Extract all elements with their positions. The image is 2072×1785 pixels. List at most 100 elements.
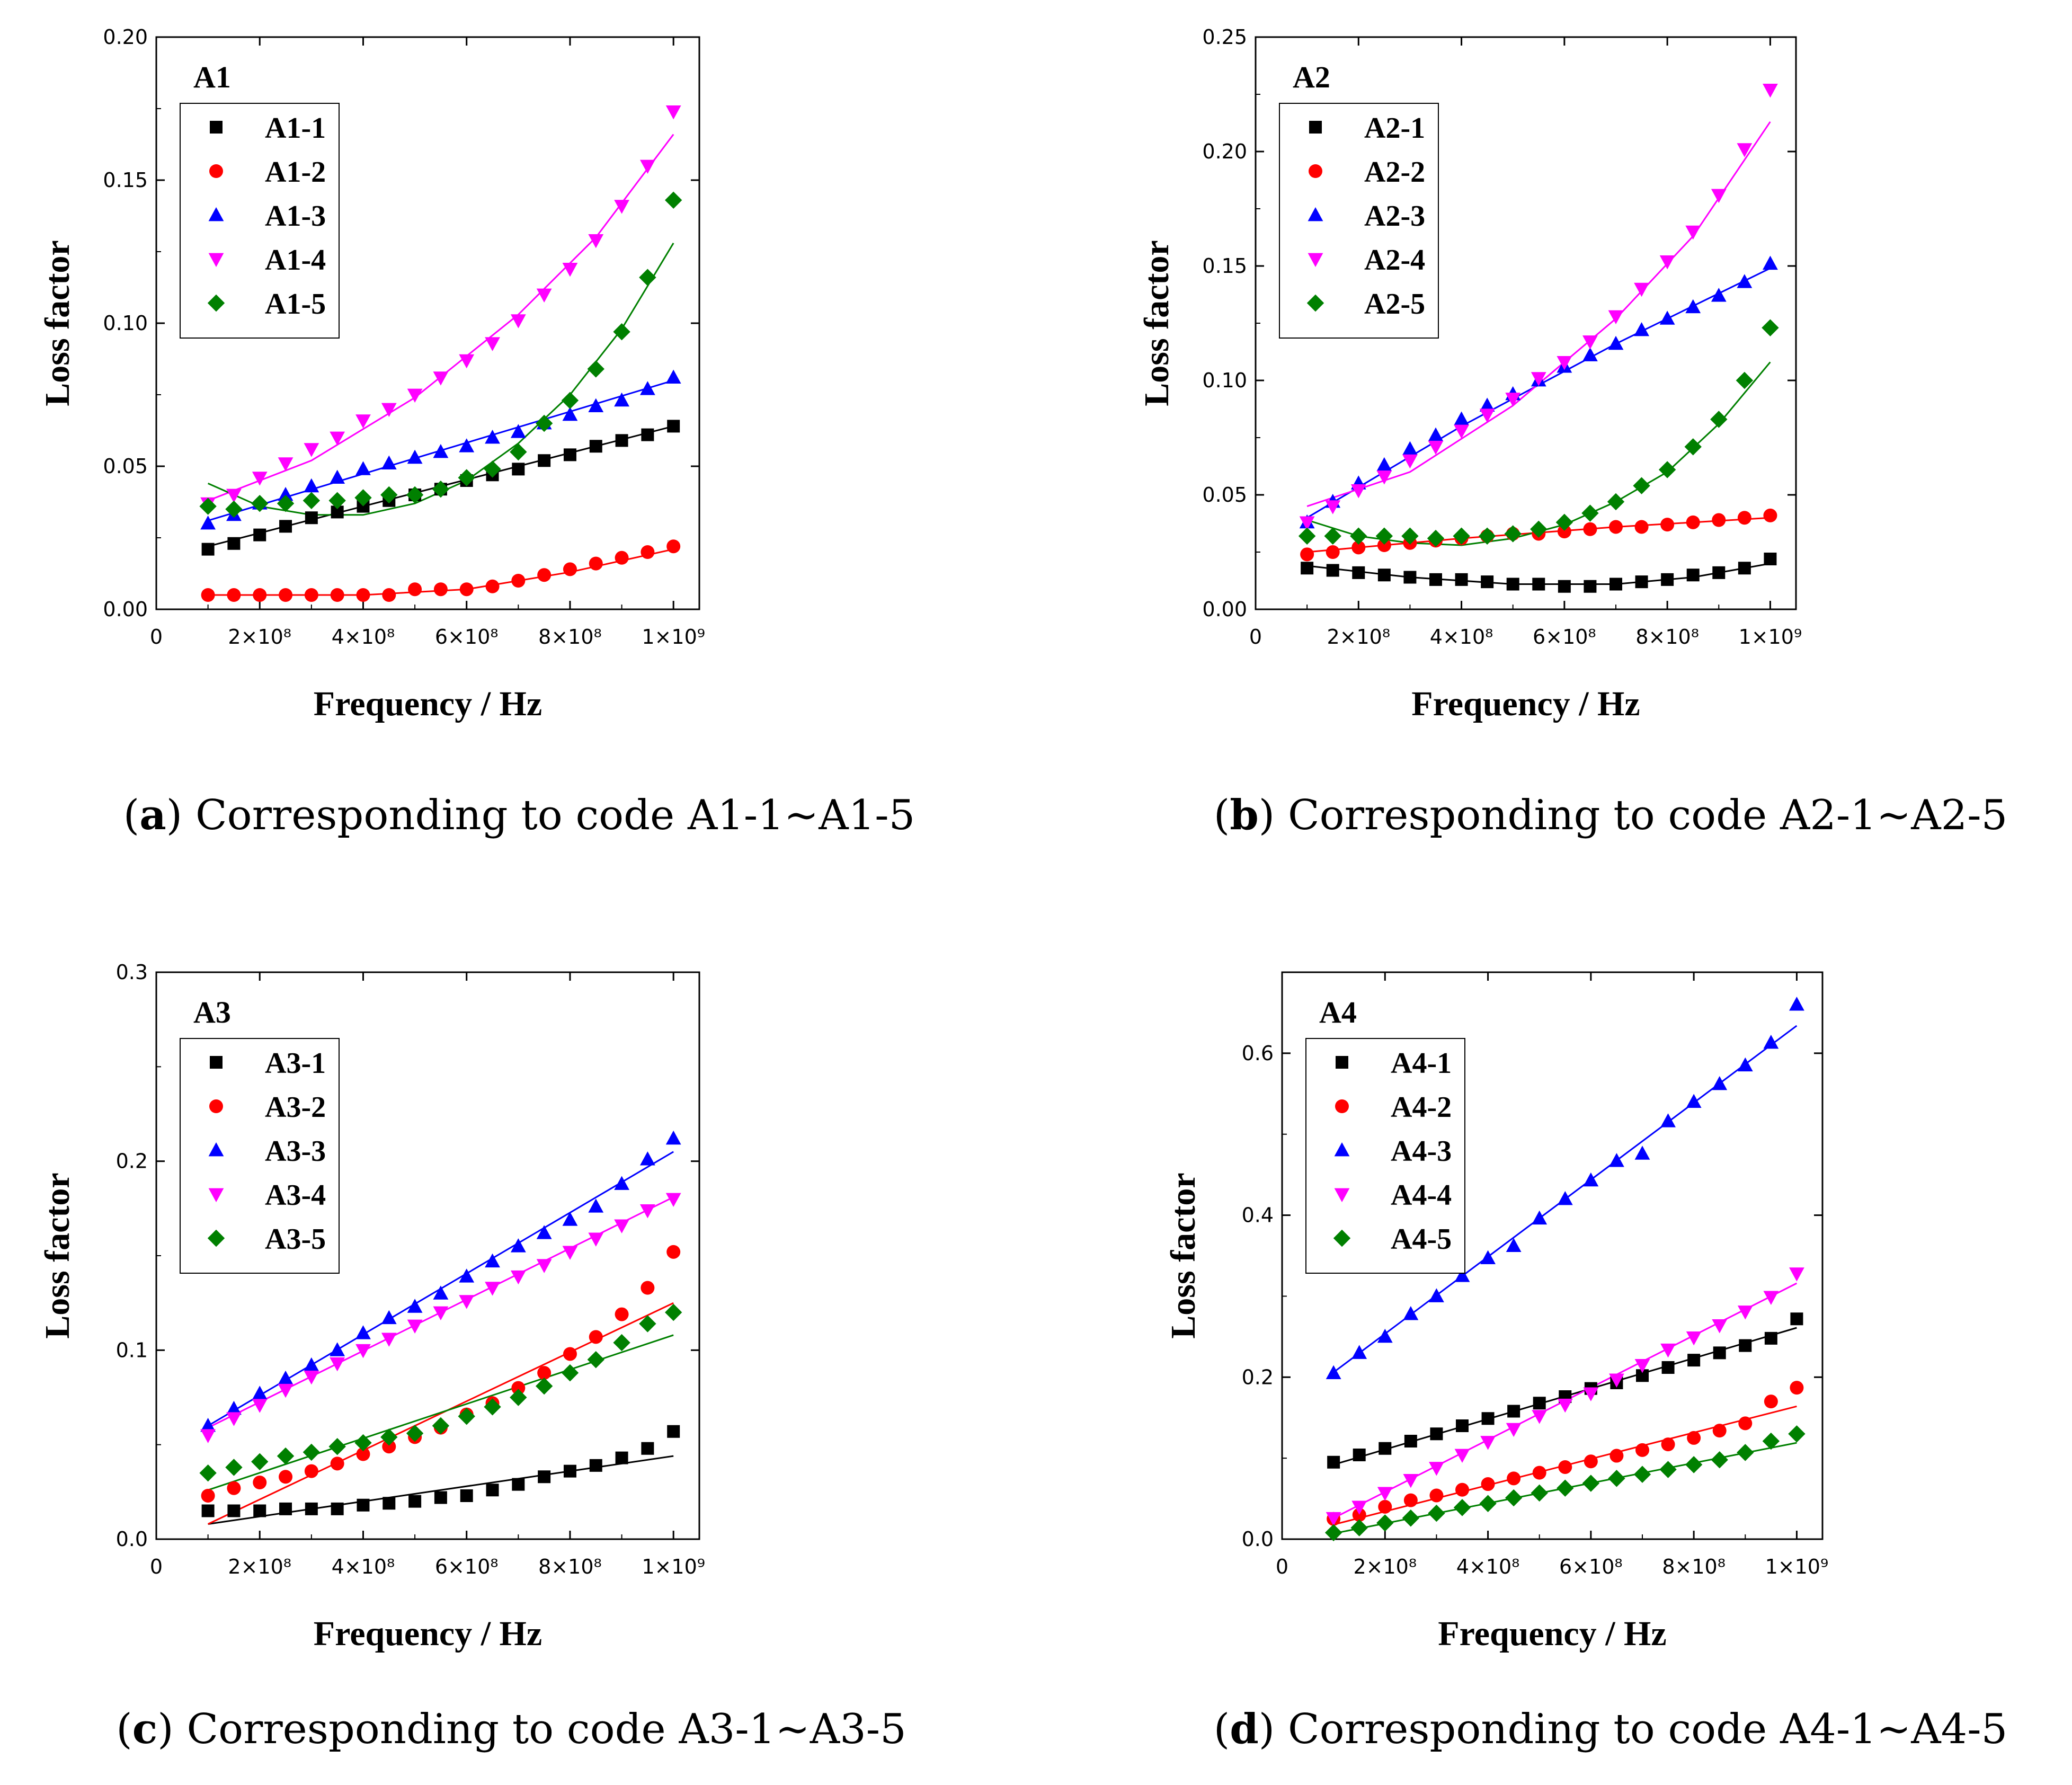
data-point-A1-3 — [588, 398, 604, 412]
x-tick-label: 6×10⁸ — [1559, 1555, 1623, 1578]
data-point-A2-5 — [1555, 513, 1573, 531]
data-point-A4-4 — [1634, 1358, 1650, 1373]
data-point-A2-1 — [1301, 562, 1314, 575]
data-point-A2-2 — [1660, 518, 1675, 532]
data-point-A1-3 — [562, 406, 578, 421]
legend-box — [1279, 103, 1439, 339]
x-tick-label: 0 — [1249, 625, 1262, 649]
data-point-A3-5 — [664, 1303, 682, 1321]
data-point-A2-3 — [1454, 411, 1469, 425]
data-point-A3-5 — [251, 1453, 269, 1470]
data-point-A3-5 — [561, 1364, 579, 1382]
data-point-A3-1 — [434, 1491, 447, 1504]
caption-letter: d — [1230, 1705, 1259, 1753]
data-point-A1-4 — [226, 489, 242, 503]
data-point-A3-5 — [613, 1334, 630, 1352]
data-point-A3-5 — [535, 1377, 553, 1395]
data-point-A1-2 — [459, 582, 474, 597]
data-point-A2-1 — [1481, 575, 1494, 589]
data-point-A4-1 — [1404, 1435, 1417, 1448]
data-point-A3-4 — [278, 1383, 294, 1398]
data-point-A2-4 — [1582, 335, 1598, 350]
data-point-A2-5 — [1504, 525, 1522, 543]
data-point-A4-5 — [1737, 1444, 1754, 1461]
data-point-A2-5 — [1607, 493, 1625, 511]
data-point-A4-3 — [1377, 1328, 1393, 1343]
data-point-A1-3 — [381, 455, 397, 469]
data-point-A2-4 — [1299, 516, 1315, 530]
x-tick-label: 8×10⁸ — [538, 625, 602, 649]
data-point-A1-4 — [485, 337, 500, 351]
data-point-A4-4 — [1686, 1331, 1702, 1346]
data-point-A1-2 — [615, 550, 629, 565]
data-point-A1-3 — [200, 516, 216, 530]
panel-label: A2 — [1293, 60, 1330, 94]
data-point-A4-4 — [1326, 1512, 1341, 1526]
data-point-A4-1 — [1713, 1346, 1726, 1360]
y-tick-label: 0.15 — [103, 168, 148, 192]
legend-label: A4-3 — [1391, 1135, 1452, 1168]
y-tick-label: 0.2 — [1242, 1365, 1274, 1389]
data-point-A1-5 — [432, 481, 450, 498]
data-point-A3-2 — [201, 1488, 215, 1503]
data-point-A3-3 — [226, 1400, 242, 1415]
series-A2-1 — [1301, 552, 1777, 593]
data-point-A4-5 — [1685, 1456, 1703, 1473]
data-point-A2-2 — [1763, 508, 1777, 522]
data-point-A1-4 — [510, 314, 526, 328]
data-point-A4-4 — [1403, 1474, 1419, 1488]
data-point-A1-5 — [406, 486, 424, 504]
data-point-A2-2 — [1557, 525, 1571, 539]
data-point-A2-4 — [1402, 454, 1418, 469]
data-point-A4-4 — [1763, 1291, 1779, 1305]
caption-paren-open: ( — [1214, 1706, 1230, 1753]
data-point-A1-5 — [639, 269, 656, 286]
legend-box — [180, 103, 340, 339]
data-point-A1-4 — [407, 388, 423, 403]
data-point-A2-3 — [1659, 310, 1675, 325]
data-point-A3-4 — [407, 1319, 423, 1334]
data-point-A1-2 — [563, 562, 577, 576]
x-tick-label: 6×10⁸ — [1533, 625, 1596, 649]
data-point-A3-4 — [226, 1412, 242, 1426]
data-point-A3-5 — [380, 1428, 398, 1446]
data-point-A2-4 — [1350, 484, 1366, 499]
data-point-A2-4 — [1737, 143, 1753, 157]
data-point-A1-1 — [279, 520, 292, 533]
data-point-A4-4 — [1351, 1500, 1367, 1515]
data-point-A4-2 — [1738, 1416, 1753, 1431]
data-point-A4-3 — [1609, 1153, 1624, 1167]
panel-caption: (a) Corresponding to code A1-1~A1-5 — [123, 791, 915, 839]
data-point-A2-2 — [1737, 511, 1751, 525]
data-point-A4-1 — [1790, 1312, 1803, 1326]
data-point-A1-5 — [484, 460, 501, 478]
x-tick-label: 1×10⁹ — [1739, 625, 1802, 649]
caption-text: Corresponding to code A1-1~A1-5 — [195, 792, 915, 839]
data-point-A2-2 — [1377, 538, 1391, 553]
data-point-A1-3 — [485, 430, 500, 444]
data-point-A4-2 — [1764, 1395, 1778, 1409]
data-point-A1-4 — [562, 263, 578, 277]
chart-panel-3: 0 2×10⁸ 4×10⁸ 6×10⁸ 8×10⁸ 1×10⁹ 0.0 0.1 0.2 0.3 Fr… — [38, 961, 906, 1753]
data-point-A1-5 — [535, 414, 553, 432]
caption-letter: c — [132, 1705, 158, 1753]
data-point-A1-2 — [201, 588, 215, 602]
data-point-A4-4 — [1377, 1487, 1393, 1501]
data-point-A4-4 — [1532, 1410, 1548, 1424]
data-point-A1-4 — [665, 105, 681, 120]
data-point-A2-5 — [1710, 411, 1728, 428]
data-point-A4-3 — [1660, 1113, 1676, 1127]
data-point-A2-4 — [1685, 225, 1701, 240]
data-point-A4-4 — [1557, 1398, 1573, 1413]
series-A4-3 — [1326, 997, 1804, 1380]
caption-paren-close: ) — [1259, 1706, 1288, 1753]
data-point-A2-4 — [1428, 440, 1444, 455]
data-point-A3-1 — [408, 1495, 422, 1508]
data-point-A4-4 — [1712, 1319, 1728, 1334]
data-point-A3-3 — [562, 1212, 578, 1226]
data-point-A1-1 — [615, 434, 628, 447]
data-point-A4-3 — [1583, 1172, 1599, 1187]
data-point-A1-1 — [331, 505, 344, 519]
data-point-A4-2 — [1584, 1454, 1598, 1469]
data-point-A4-4 — [1583, 1387, 1599, 1401]
